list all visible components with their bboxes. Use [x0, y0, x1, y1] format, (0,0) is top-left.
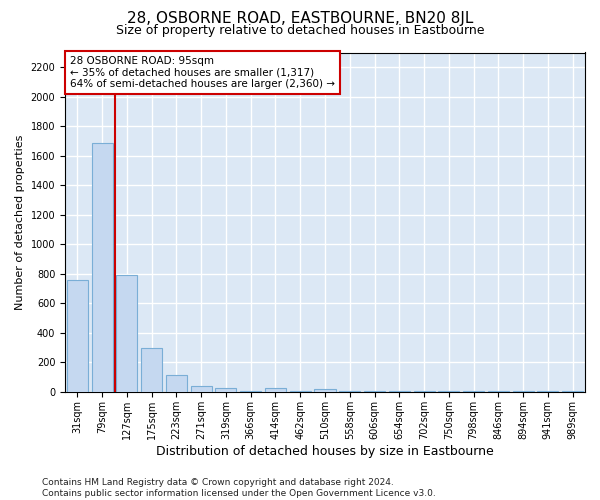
Bar — [389, 391, 410, 392]
Bar — [438, 391, 460, 392]
Bar — [339, 391, 360, 392]
Text: Size of property relative to detached houses in Eastbourne: Size of property relative to detached ho… — [116, 24, 484, 37]
Bar — [290, 391, 311, 392]
Text: 28 OSBORNE ROAD: 95sqm
← 35% of detached houses are smaller (1,317)
64% of semi-: 28 OSBORNE ROAD: 95sqm ← 35% of detached… — [70, 56, 335, 89]
Y-axis label: Number of detached properties: Number of detached properties — [15, 134, 25, 310]
Bar — [191, 386, 212, 392]
Bar — [314, 389, 335, 392]
Bar — [215, 388, 236, 392]
Bar — [67, 280, 88, 392]
Bar — [364, 391, 385, 392]
Bar — [265, 388, 286, 392]
Bar — [92, 142, 113, 392]
X-axis label: Distribution of detached houses by size in Eastbourne: Distribution of detached houses by size … — [156, 444, 494, 458]
Bar — [413, 391, 434, 392]
Bar — [141, 348, 162, 392]
Text: 28, OSBORNE ROAD, EASTBOURNE, BN20 8JL: 28, OSBORNE ROAD, EASTBOURNE, BN20 8JL — [127, 11, 473, 26]
Bar — [240, 391, 261, 392]
Bar — [166, 375, 187, 392]
Text: Contains HM Land Registry data © Crown copyright and database right 2024.
Contai: Contains HM Land Registry data © Crown c… — [42, 478, 436, 498]
Bar — [116, 276, 137, 392]
